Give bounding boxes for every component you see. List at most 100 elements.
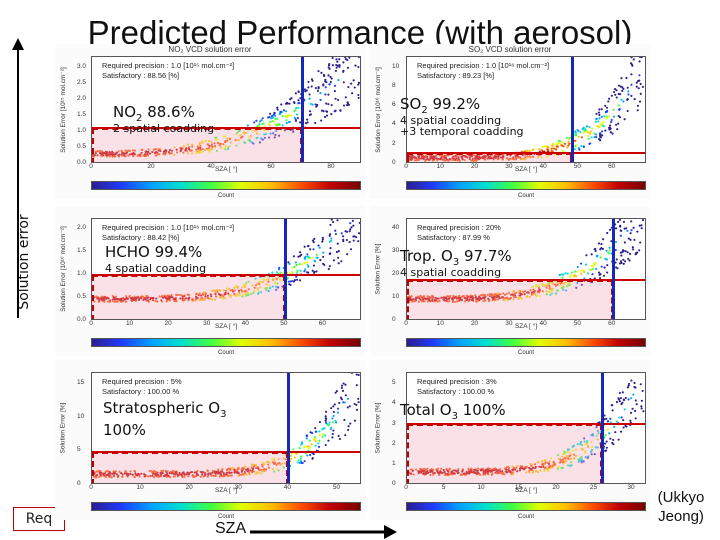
scatter-point [337,98,340,101]
scatter-point [580,272,583,275]
scatter-point [601,134,604,137]
scatter-point [287,114,291,117]
scatter-point [308,110,312,113]
scatter-point [579,440,583,444]
scatter-point [345,238,348,242]
y-tick-label: 2 [392,139,396,147]
scatter-point [544,461,547,464]
scatter-point [222,143,225,146]
scatter-point [540,149,543,152]
scatter-point [635,81,638,84]
scatter-point [94,152,97,155]
scatter-point [609,417,612,420]
scatter-point [447,159,450,162]
scatter-point [176,473,179,476]
scatter-point [608,246,611,249]
scatter-point [613,425,616,428]
scatter-point [631,64,634,67]
scatter-point [619,260,623,263]
scatter-point [170,152,173,155]
scatter-point [140,295,143,298]
scatter-point [268,136,271,139]
scatter-point [322,255,325,259]
scatter-point [465,298,468,302]
plot-area: Required precision : 5% Satisfactory : 1… [91,372,361,484]
scatter-point [504,470,507,473]
scatter-point [619,229,622,232]
scatter-point [253,121,256,124]
scatter-point [331,436,334,439]
scatter-point [622,220,626,224]
scatter-point [538,150,541,153]
scatter-point [342,382,345,385]
scatter-point [268,116,271,119]
scatter-point [192,299,195,302]
scatter-point [121,475,124,478]
scatter-point [352,239,355,242]
panel-strat-o3: Solution Error [%] Required precision : … [55,360,365,520]
scatter-point [470,155,473,158]
scatter-point [273,136,276,139]
scatter-point [564,289,568,292]
scatter-point [417,300,420,303]
x-tick-label: 0 [89,320,93,327]
scatter-point [160,300,164,303]
scatter-point [204,293,207,296]
scatter-point [484,473,487,476]
scatter-point [274,285,278,288]
scatter-point [632,226,635,229]
scatter-point [630,57,633,59]
annotation-label: SO2 99.2% [400,95,481,116]
scatter-point [346,101,349,104]
colorbar [91,502,361,511]
scatter-point [178,473,181,476]
scatter-point [308,447,311,450]
scatter-point [426,157,429,160]
scatter-point [238,294,241,297]
scatter-point [331,64,334,67]
scatter-point [630,94,633,97]
scatter-point [180,147,183,150]
scatter-point [131,298,134,301]
scatter-point [614,266,618,269]
scatter-point [311,103,314,106]
scatter-point [124,298,127,301]
scatter-point [273,459,276,462]
scatter-point [346,428,350,432]
scatter-point [357,57,360,59]
scatter-point [608,249,611,252]
scatter-point [244,132,247,135]
panel-info: Required precision : 5% Satisfactory : 1… [102,377,182,397]
scatter-point [414,298,417,301]
scatter-point [602,121,605,124]
scatter-point [514,468,517,471]
scatter-point [207,140,211,143]
scatter-point [288,102,291,105]
scatter-point [574,139,577,142]
scatter-point [318,421,322,424]
scatter-point [539,469,542,472]
scatter-point [514,158,517,161]
scatter-point [419,157,422,160]
scatter-point [605,446,608,449]
scatter-point [452,469,455,472]
scatter-point [612,108,615,111]
scatter-point [108,471,112,474]
scatter-point [451,298,455,301]
scatter-point [566,146,569,149]
scatter-point [621,391,624,394]
scatter-point [98,475,101,478]
scatter-point [163,296,166,299]
scatter-point [292,101,296,104]
scatter-point [136,154,139,157]
scatter-point [616,128,619,131]
y-tick-label: 3.0 [77,62,87,70]
scatter-point [443,157,446,160]
y-tick-label: 0 [77,480,81,487]
colorbar-label: Count [217,350,234,356]
scatter-point [319,98,322,101]
scatter-point [206,143,209,146]
scatter-point [322,83,325,86]
scatter-point [240,470,244,473]
scatter-point [248,473,252,476]
